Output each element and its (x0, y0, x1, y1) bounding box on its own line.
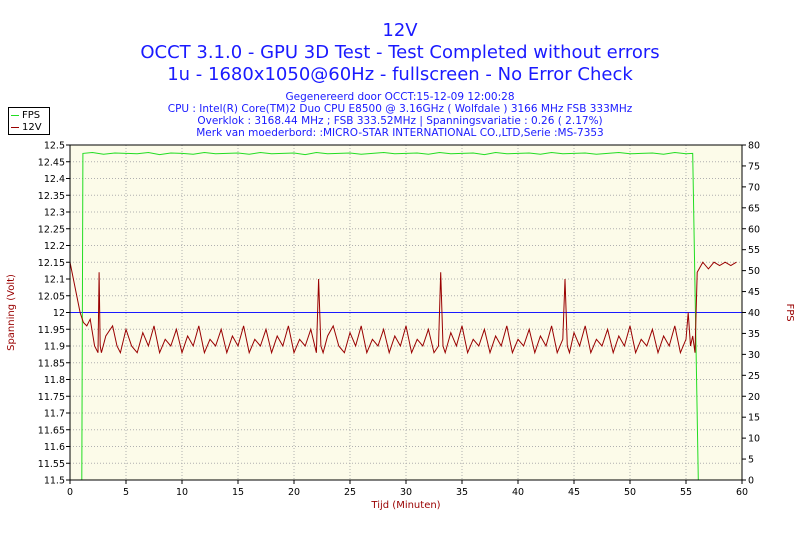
y2-axis-title: FPS (784, 303, 795, 321)
y-tick-label: 12.15 (38, 258, 65, 269)
y-tick-label: 12.1 (44, 275, 65, 286)
x-tick-label: 55 (680, 487, 692, 498)
y2-tick-label: 10 (748, 434, 760, 445)
y2-tick-label: 25 (748, 371, 760, 382)
y-tick-label: 12.5 (44, 141, 65, 152)
y-tick-label: 12.3 (44, 208, 65, 219)
y2-tick-label: 0 (748, 476, 754, 487)
info-cpu: CPU : Intel(R) Core(TM)2 Duo CPU E8500 @… (167, 103, 633, 115)
legend-item-fps: FPS (11, 109, 40, 122)
y-tick-label: 11.8 (44, 375, 65, 386)
x-tick-label: 10 (176, 487, 188, 498)
x-axis-title: Tijd (Minuten) (370, 500, 440, 511)
y2-tick-label: 65 (748, 203, 760, 214)
series-group (69, 151, 737, 481)
y-tick-label: 11.5 (44, 476, 65, 487)
y-tick-label: 11.75 (38, 392, 65, 403)
y-tick-label: 11.7 (44, 409, 65, 420)
info-generated: Gegenereerd door OCCT:15-12-09 12:00:28 (285, 91, 515, 103)
x-tick-label: 50 (624, 487, 636, 498)
x-tick-label: 5 (123, 487, 129, 498)
y2-tick-label: 50 (748, 266, 760, 277)
y2-tick-label: 40 (748, 308, 760, 319)
y2-tick-label: 20 (748, 392, 760, 403)
y2-tick-label: 60 (748, 224, 760, 235)
y-tick-label: 12.05 (38, 291, 65, 302)
info-motherboard: Merk van moederbord: :MICRO-STAR INTERNA… (196, 127, 604, 139)
x-tick-label: 25 (344, 487, 356, 498)
y-axis-title: Spanning (Volt) (6, 274, 17, 351)
chart-subtitle-resolution: 1u - 1680x1050@60Hz - fullscreen - No Er… (167, 64, 633, 85)
y-tick-label: 11.6 (44, 442, 65, 453)
x-tick-label: 35 (456, 487, 468, 498)
y-tick-label: 12.45 (38, 157, 65, 168)
x-tick-label: 40 (512, 487, 524, 498)
y-tick-label: 12.25 (38, 224, 65, 235)
x-tick-label: 20 (288, 487, 300, 498)
legend-swatch-fps (11, 114, 19, 116)
y2-tick-label: 5 (748, 455, 754, 466)
y2-tick-label: 30 (748, 350, 760, 361)
y-tick-label: 12.4 (44, 174, 65, 185)
y2-tick-label: 80 (748, 141, 760, 152)
chart-subtitle-test: OCCT 3.1.0 - GPU 3D Test - Test Complete… (140, 42, 660, 63)
legend-item-12v: 12V (11, 121, 42, 134)
y2-tick-label: 75 (748, 161, 760, 172)
y-tick-label: 11.95 (38, 325, 65, 336)
y2-tick-label: 45 (748, 287, 760, 298)
info-overclock: Overklok : 3168.44 MHz ; FSB 333.52MHz |… (197, 115, 603, 127)
y-tick-label: 11.85 (38, 358, 65, 369)
legend-swatch-12v (11, 126, 19, 128)
series-line-fps (70, 151, 701, 481)
y-tick-label: 12 (53, 308, 65, 319)
y-tick-label: 11.55 (38, 459, 65, 470)
legend: FPS 12V (8, 107, 50, 135)
y-tick-label: 11.65 (38, 425, 65, 436)
tick-labels: 0 5 10 15 20 25 30 35 40 45 50 55 6011.511.5511.611.… (38, 141, 760, 499)
chart-title: 12V (382, 20, 418, 41)
x-tick-label: 30 (400, 487, 412, 498)
x-tick-label: 45 (568, 487, 580, 498)
y2-tick-label: 55 (748, 245, 760, 256)
y2-tick-label: 15 (748, 413, 760, 424)
x-tick-label: 15 (232, 487, 244, 498)
y2-tick-label: 70 (748, 182, 760, 193)
x-tick-label: 60 (736, 487, 748, 498)
y2-tick-label: 35 (748, 329, 760, 340)
series-line-12v (69, 261, 737, 355)
legend-label-12v: 12V (22, 122, 42, 133)
y-tick-label: 12.35 (38, 191, 65, 202)
y-tick-label: 12.2 (44, 241, 65, 252)
y-tick-label: 11.9 (44, 342, 65, 353)
legend-label-fps: FPS (22, 110, 41, 121)
x-tick-label: 0 (67, 487, 73, 498)
